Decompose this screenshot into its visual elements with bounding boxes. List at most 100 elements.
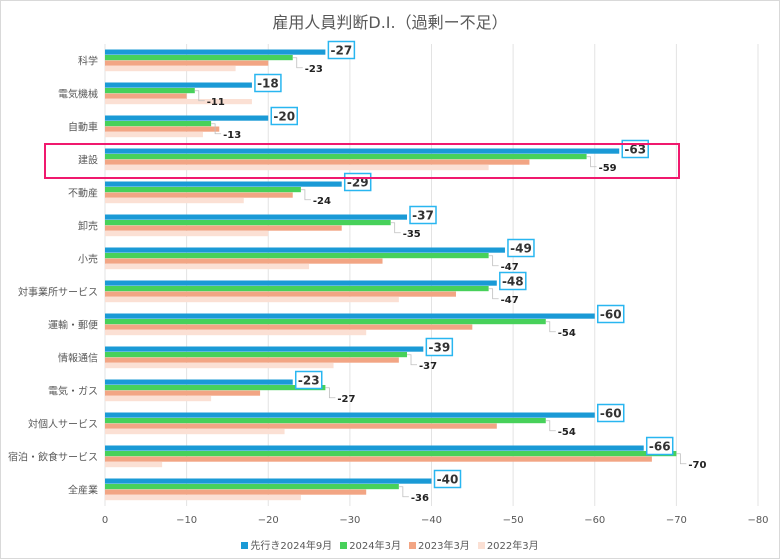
data-label-series-1: -47 <box>501 295 519 306</box>
bar-3 <box>105 264 310 270</box>
data-label-series-0: -27 <box>331 44 353 58</box>
leader-line <box>586 156 597 168</box>
bar-0 <box>105 115 269 121</box>
legend-label: 2023年3月 <box>418 541 470 552</box>
category-label: 小売 <box>78 253 98 266</box>
legend-swatch <box>241 542 249 549</box>
bar-2 <box>105 192 293 198</box>
bar-0 <box>105 82 252 88</box>
leader-line <box>488 288 499 300</box>
bar-2 <box>105 324 473 330</box>
category-label: 対事業所サービス <box>18 286 98 299</box>
bar-3 <box>105 66 236 72</box>
bar-0 <box>105 379 293 385</box>
bar-1 <box>105 484 399 490</box>
data-label-series-0: -60 <box>600 308 622 322</box>
data-label-series-0: -20 <box>273 110 295 124</box>
bar-1 <box>105 286 489 292</box>
bar-2 <box>105 126 220 132</box>
data-label-series-0: -63 <box>624 143 646 157</box>
data-label-box <box>409 205 437 225</box>
data-label-series-1: -13 <box>223 130 241 141</box>
leader-line <box>390 222 401 234</box>
data-label-series-1: -37 <box>419 361 437 372</box>
data-label-box <box>507 238 535 258</box>
bar-1 <box>105 385 326 391</box>
bar-0 <box>105 445 644 451</box>
x-tick-label: −80 <box>747 515 768 526</box>
bar-0 <box>105 478 432 484</box>
data-label-box <box>597 403 625 423</box>
bar-3 <box>105 429 285 435</box>
bar-1 <box>105 253 489 259</box>
legend-item: 2024年3月 <box>340 537 401 552</box>
data-label-series-0: -37 <box>412 209 434 223</box>
bar-1 <box>105 319 546 325</box>
category-label: 電気機械 <box>58 88 98 101</box>
data-label-series-0: -40 <box>437 473 459 487</box>
legend-label: 2024年3月 <box>349 541 401 552</box>
bar-2 <box>105 159 530 165</box>
leader-line <box>545 321 556 333</box>
data-label-box <box>433 469 462 489</box>
x-tick-label: −20 <box>258 515 279 526</box>
leader-line <box>194 90 205 102</box>
bar-1 <box>105 418 546 424</box>
leader-line <box>292 57 303 69</box>
bar-2 <box>105 357 399 363</box>
bar-2 <box>105 93 187 99</box>
data-label-series-1: -54 <box>558 427 576 438</box>
bar-0 <box>105 181 342 187</box>
bar-1 <box>105 154 587 160</box>
category-label: 卸売 <box>78 220 98 233</box>
data-label-series-0: -23 <box>298 374 320 388</box>
bar-1 <box>105 352 408 358</box>
bar-2 <box>105 258 383 264</box>
data-label-box <box>597 304 625 324</box>
data-label-box <box>499 271 527 291</box>
bar-2 <box>105 60 269 66</box>
category-label: 全産業 <box>68 484 98 497</box>
data-label-series-0: -48 <box>502 275 524 289</box>
data-label-box <box>254 73 282 93</box>
data-label-box <box>327 40 356 60</box>
category-label: 自動車 <box>68 121 98 134</box>
data-label-series-0: -66 <box>649 440 671 454</box>
data-label-series-1: -59 <box>599 163 617 174</box>
x-tick-label: −70 <box>666 515 687 526</box>
bar-1 <box>105 55 293 61</box>
category-label: 運輸・郵便 <box>48 319 98 332</box>
data-label-series-1: -23 <box>305 64 323 75</box>
data-label-box <box>294 370 323 390</box>
bar-1 <box>105 220 391 226</box>
bar-0 <box>105 313 595 319</box>
bar-3 <box>105 165 489 171</box>
data-label-box <box>270 106 298 126</box>
x-tick-label: −30 <box>339 515 360 526</box>
data-label-series-1: -27 <box>337 394 355 405</box>
bar-0 <box>105 49 326 55</box>
highlight-box <box>44 143 680 179</box>
bar-3 <box>105 495 301 501</box>
category-label: 情報通信 <box>58 352 98 365</box>
data-label-series-1: -11 <box>207 97 225 108</box>
leader-line <box>676 453 687 465</box>
bar-3 <box>105 363 334 369</box>
x-tick-label: −60 <box>584 515 605 526</box>
bar-0 <box>105 247 505 253</box>
leader-line <box>398 486 409 498</box>
legend-item: 2023年3月 <box>409 537 470 552</box>
bar-0 <box>105 346 424 352</box>
bar-1 <box>105 121 212 127</box>
leader-line <box>325 387 336 399</box>
legend-swatch <box>340 542 348 549</box>
bar-2 <box>105 390 261 396</box>
leader-line <box>407 354 418 366</box>
bar-1 <box>105 451 677 457</box>
bar-0 <box>105 148 620 154</box>
x-tick-label: 0 <box>102 515 108 526</box>
leader-line <box>300 189 311 201</box>
legend-swatch <box>409 542 416 549</box>
category-label: 科学 <box>78 55 98 68</box>
